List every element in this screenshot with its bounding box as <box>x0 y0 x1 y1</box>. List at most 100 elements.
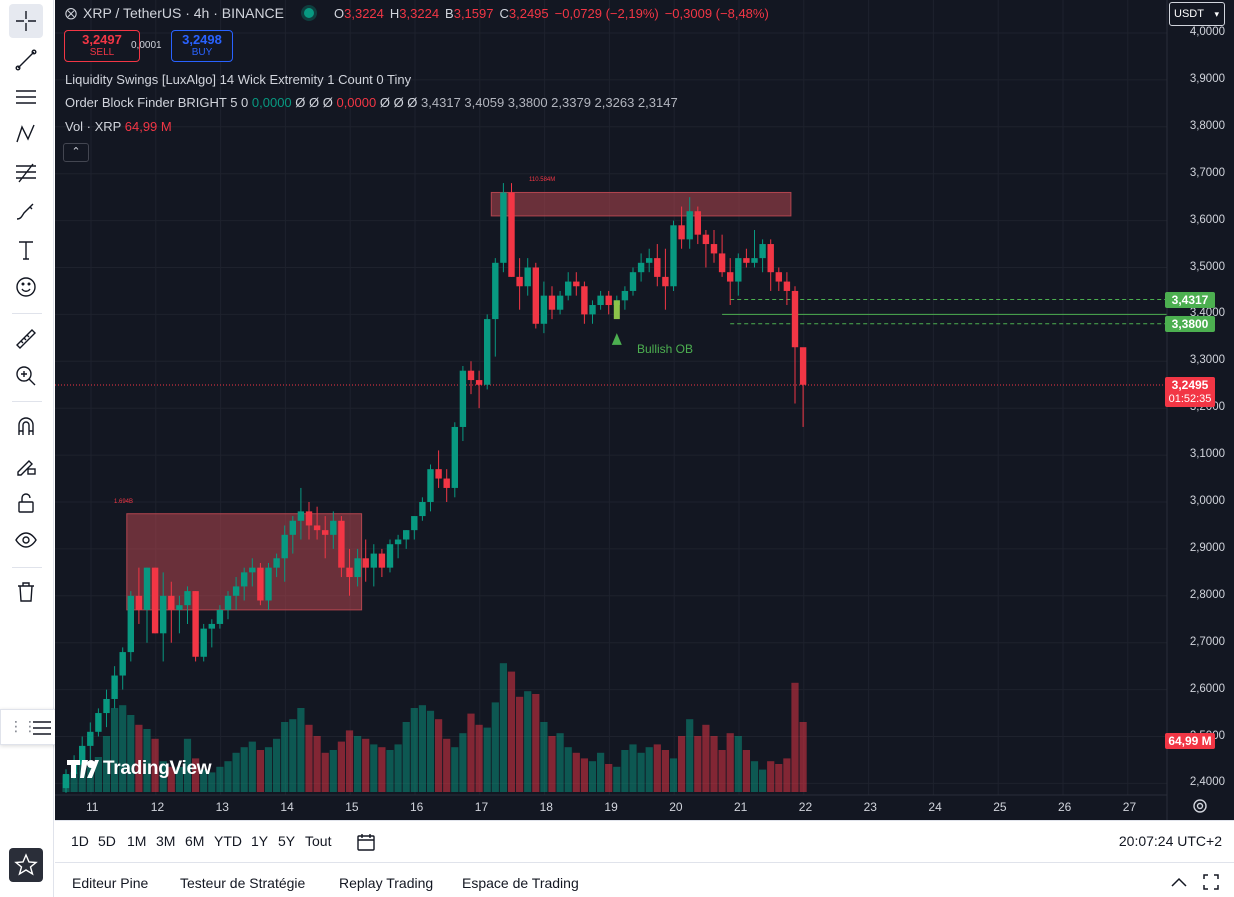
price-tick: 3,3000 <box>1189 354 1225 367</box>
buy-button[interactable]: 3,2498 BUY <box>171 30 233 62</box>
brush-icon[interactable] <box>9 195 43 229</box>
candle-body <box>143 567 151 610</box>
unlock-icon[interactable] <box>9 486 43 520</box>
tab-trading-panel[interactable]: Espace de Trading <box>462 875 579 891</box>
lock-drawing-icon[interactable] <box>9 448 43 482</box>
range-button-5y[interactable]: 5Y <box>278 833 296 849</box>
range-button-tout[interactable]: Tout <box>305 833 332 849</box>
pattern-icon[interactable] <box>9 117 43 151</box>
fib-icon[interactable] <box>9 156 43 190</box>
tab-pine-editor[interactable]: Editeur Pine <box>72 875 149 891</box>
tradingview-logo[interactable]: TradingView <box>67 758 212 780</box>
candle-body <box>532 267 539 324</box>
candle-body <box>605 295 612 306</box>
text-icon[interactable] <box>9 233 43 267</box>
candle-body <box>637 262 645 273</box>
time-tick: 21 <box>734 800 748 814</box>
time-tick: 22 <box>798 800 813 814</box>
object-tree-toggle[interactable]: ⋮⋮ <box>0 709 62 745</box>
volume-bar <box>264 747 273 792</box>
range-button-1y[interactable]: 1Y <box>251 833 269 849</box>
order-block-zone <box>490 191 792 217</box>
time-tick: 23 <box>863 800 877 814</box>
symbol-title[interactable]: XRP / TetherUS · 4h · BINANCE <box>83 5 284 21</box>
star-icon[interactable] <box>9 848 43 882</box>
tab-strategy-tester[interactable]: Testeur de Stratégie <box>180 875 306 891</box>
trash-icon[interactable] <box>9 575 43 609</box>
current-price-tag: 3,2495 01:52:35 <box>1165 377 1215 407</box>
zoom-in-icon[interactable] <box>9 359 43 393</box>
volume-bar <box>491 702 499 792</box>
level-tag-upper: 3,4317 <box>1165 292 1215 308</box>
volume-bar <box>686 719 694 792</box>
volume-bar <box>588 761 597 792</box>
price-chart[interactable] <box>55 0 1234 820</box>
toolbar-divider <box>12 401 42 402</box>
candle-body <box>751 258 758 263</box>
tradingview-logo-icon <box>67 760 99 778</box>
sell-button[interactable]: 3,2497 SELL <box>64 30 140 62</box>
volume-bar <box>435 719 443 792</box>
bullish-ob-label: Bullish OB <box>637 342 694 356</box>
price-tick: 2,6000 <box>1189 682 1225 695</box>
ruler-icon[interactable] <box>9 322 43 356</box>
candle-body <box>767 244 774 273</box>
chevron-up-icon[interactable] <box>1170 875 1188 889</box>
clock[interactable]: 20:07:24 UTC+2 <box>1118 833 1222 849</box>
candle-body <box>662 276 669 287</box>
horizontal-lines-icon[interactable] <box>9 80 43 114</box>
indicator-liquidity-swings[interactable]: Liquidity Swings [LuxAlgo] 14 Wick Extre… <box>65 72 412 87</box>
range-button-5d[interactable]: 5D <box>98 833 116 849</box>
range-button-1m[interactable]: 1M <box>127 833 147 849</box>
candle-body <box>87 731 94 746</box>
trend-line-icon[interactable] <box>9 43 43 77</box>
candle-body <box>597 295 604 306</box>
calendar-icon[interactable] <box>355 831 377 853</box>
price-tick: 3,8000 <box>1189 119 1225 132</box>
magnet-icon[interactable] <box>9 410 43 444</box>
candle-body <box>524 267 531 287</box>
volume-bar <box>151 738 159 792</box>
candle-body <box>411 516 418 531</box>
currency-select[interactable]: USDT ▾ <box>1169 2 1225 26</box>
candle-body <box>459 370 467 427</box>
candle-body <box>192 591 199 657</box>
indicator-order-block[interactable]: Order Block Finder BRIGHT 5 0 0,0000 Ø Ø… <box>65 95 678 110</box>
volume-bar <box>516 696 524 792</box>
bullish-ob-marker <box>613 300 620 320</box>
eye-icon[interactable] <box>9 523 43 557</box>
maximize-icon[interactable] <box>1202 873 1220 891</box>
chart-area[interactable]: ⨂ XRP / TetherUS · 4h · BINANCE O3,3224 … <box>55 0 1234 820</box>
range-button-ytd[interactable]: YTD <box>214 833 242 849</box>
volume-bar <box>70 772 78 792</box>
indicator-volume[interactable]: Vol · XRP 64,99 M <box>65 119 172 134</box>
candle-body <box>160 595 167 634</box>
volume-bar <box>78 764 86 792</box>
time-tick: 14 <box>280 800 294 814</box>
volume-bar <box>759 769 767 792</box>
volume-bar <box>426 710 435 792</box>
range-button-3m[interactable]: 3M <box>156 833 176 849</box>
collapse-legend-button[interactable]: ⌃ <box>63 143 89 162</box>
volume-bar <box>313 736 321 792</box>
price-tick: 3,6000 <box>1189 213 1225 226</box>
volume-bar <box>248 741 256 792</box>
range-button-6m[interactable]: 6M <box>185 833 205 849</box>
bullish-ob-arrow <box>611 333 622 345</box>
volume-bar <box>475 724 483 792</box>
candle-body <box>702 234 710 245</box>
ohlc-low: B3,1597 <box>445 5 494 21</box>
drag-handle-icon[interactable]: ⋮⋮ <box>9 718 37 734</box>
crosshair-icon[interactable] <box>9 4 43 38</box>
collapse-icon[interactable]: ⨂ <box>65 6 77 20</box>
candle-body <box>394 539 402 545</box>
tab-replay-trading[interactable]: Replay Trading <box>339 875 434 891</box>
range-button-1d[interactable]: 1D <box>71 833 89 849</box>
volume-bar <box>637 752 645 792</box>
price-tick: 2,7000 <box>1189 635 1225 648</box>
ohlc-open: O3,3224 <box>334 5 384 21</box>
list-icon <box>33 721 51 735</box>
toolbar-divider <box>12 313 42 314</box>
emoji-icon[interactable] <box>9 270 43 304</box>
gear-icon[interactable] <box>1192 798 1208 814</box>
